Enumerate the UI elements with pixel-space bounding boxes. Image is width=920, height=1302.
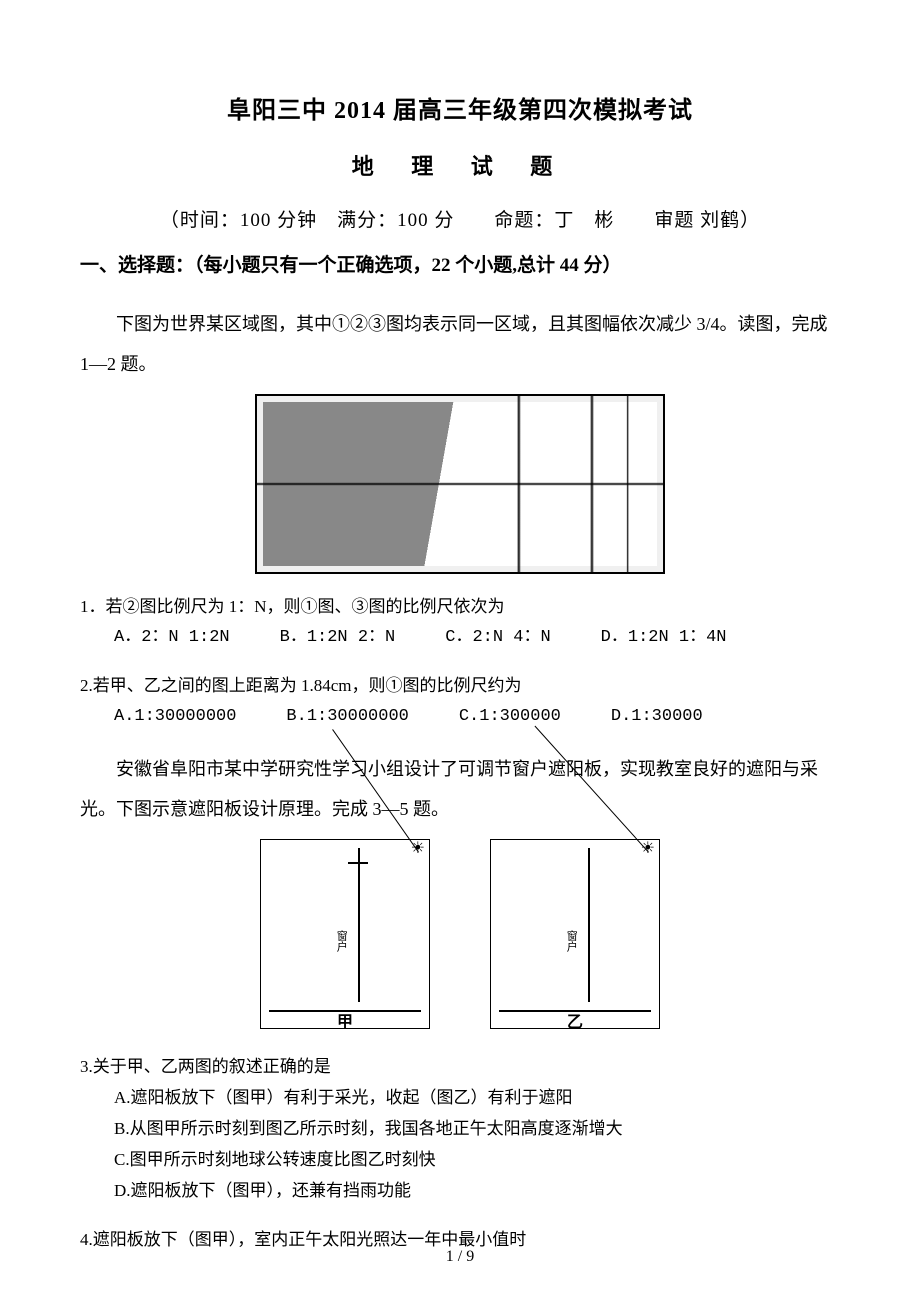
panel-yi: ☀ 窗户 乙 (490, 839, 660, 1029)
q2-opt-d: D.1:30000 (611, 703, 703, 730)
figure-2-container: ☀ 窗户 甲 ☀ 窗户 乙 (80, 839, 840, 1039)
panel-label-jia: 甲 (337, 1008, 353, 1032)
passage-1-text: 下图为世界某区域图，其中①②③图均表示同一区域，且其图幅依次减少 3/4。读图，… (80, 305, 840, 384)
q1-stem: 1．若②图比例尺为 1：N，则①图、③图的比例尺依次为 (80, 593, 840, 620)
q2-stem: 2.若甲、乙之间的图上距离为 1.84cm，则①图的比例尺约为 (80, 672, 840, 699)
q2-opt-c: C.1:300000 (459, 703, 561, 730)
wall-line (588, 848, 590, 1002)
wall-line (358, 848, 360, 1002)
q1-options: A．2：N 1:2N B．1:2N 2：N C．2:N 4：N D．1:2N 1… (80, 624, 840, 651)
exam-meta-info: （时间：100 分钟 满分：100 分 命题：丁 彬 审题 刘鹤） (80, 205, 840, 232)
q2-opt-a: A.1:30000000 (114, 703, 236, 730)
q3-opt-c: C.图甲所示时刻地球公转速度比图乙时刻快 (114, 1146, 840, 1175)
figure-1-container (80, 394, 840, 579)
exam-title-main: 阜阳三中 2014 届高三年级第四次模拟考试 (80, 90, 840, 125)
shade-board-down (348, 862, 368, 864)
q1-opt-c: C．2:N 4：N (445, 624, 550, 651)
map-grid-overlay (257, 396, 663, 572)
exam-title-subject: 地 理 试 题 (80, 149, 840, 181)
q3-stem: 3.关于甲、乙两图的叙述正确的是 (80, 1053, 840, 1080)
sun-icon: ☀ (411, 838, 425, 858)
window-label-b: 窗户 (563, 930, 579, 952)
q2-options: A.1:30000000 B.1:30000000 C.1:300000 D.1… (80, 703, 840, 730)
page-number: 1 / 9 (446, 1248, 474, 1266)
section-1-heading: 一、选择题：（每小题只有一个正确选项，22 个小题,总计 44 分） (80, 250, 840, 277)
q2-opt-b: B.1:30000000 (286, 703, 408, 730)
q1-opt-b: B．1:2N 2：N (280, 624, 396, 651)
q3-opt-d: D.遮阳板放下（图甲），还兼有挡雨功能 (114, 1177, 840, 1206)
panel-label-yi: 乙 (567, 1008, 583, 1032)
q3-opt-a: A.遮阳板放下（图甲）有利于采光，收起（图乙）有利于遮阳 (114, 1084, 840, 1113)
sun-icon: ☀ (641, 838, 655, 858)
q1-opt-d: D．1:2N 1：4N (601, 624, 727, 651)
passage-2-text: 安徽省阜阳市某中学研究性学习小组设计了可调节窗户遮阳板，实现教室良好的遮阳与采光… (80, 750, 840, 829)
window-label-a: 窗户 (333, 930, 349, 952)
panel-jia: ☀ 窗户 甲 (260, 839, 430, 1029)
q3-options: A.遮阳板放下（图甲）有利于采光，收起（图乙）有利于遮阳 B.从图甲所示时刻到图… (80, 1084, 840, 1206)
sunshade-figure: ☀ 窗户 甲 ☀ 窗户 乙 (250, 839, 670, 1039)
q3-opt-b: B.从图甲所示时刻到图乙所示时刻，我国各地正午太阳高度逐渐增大 (114, 1115, 840, 1144)
q1-opt-a: A．2：N 1:2N (114, 624, 230, 651)
map-figure (255, 394, 665, 574)
